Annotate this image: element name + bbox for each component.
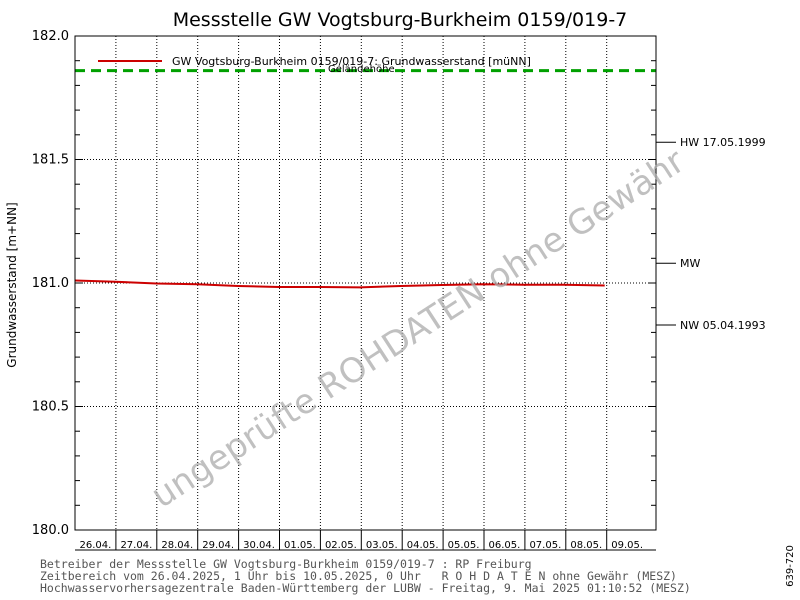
x-tick-label: 29.04. [202,540,234,551]
x-tick-label: 03.05. [366,540,398,551]
right-marker-label: HW 17.05.1999 [680,136,766,149]
x-tick-label: 06.05. [489,540,521,551]
x-tick-label: 01.05. [284,540,316,551]
right-marker-label: NW 05.04.1993 [680,319,766,332]
x-tick-label: 09.05. [611,540,643,551]
right-markers: HW 17.05.1999 MW NW 05.04.1993 [656,136,766,332]
x-tick-label: 30.04. [243,540,275,551]
plot-frame [74,35,657,531]
footer-source: Hochwasservorhersagezentrale Baden-Württ… [40,581,691,595]
y-tick-label: 180.0 [32,523,69,538]
legend: GW Vogtsburg-Burkheim 0159/019-7: Grundw… [98,55,531,68]
reference-label: Geländehöhe [328,64,395,75]
x-tick-label: 27.04. [120,540,152,551]
side-code: 639-720 [785,545,796,587]
right-marker-label: MW [680,257,700,270]
y-tick-label: 181.5 [32,153,69,168]
x-tick-label: 26.04. [80,540,112,551]
y-axis-label: Grundwasserstand [m+NN] [5,202,19,367]
x-axis-labels: 26.04. 27.04. 28.04. 29.04. 30.04. 01.05. 02.0… [75,530,656,551]
watermark: ungeprüfte ROHDATEN ohne Gewähr [144,141,692,516]
x-tick-label: 04.05. [407,540,439,551]
x-tick-label: 02.05. [325,540,357,551]
x-tick-label: 28.04. [161,540,193,551]
y-tick-label: 182.0 [32,29,69,44]
legend-label: GW Vogtsburg-Burkheim 0159/019-7: Grundw… [172,55,531,68]
footer-timerange: Zeitbereich vom 26.04.2025, 1 Uhr bis 10… [40,569,677,583]
footer-operator: Betreiber der Messstelle GW Vogtsburg-Bu… [40,557,532,571]
chart-title: Messstelle GW Vogtsburg-Burkheim 0159/01… [173,9,628,31]
series-line [74,279,605,289]
x-tick-label: 07.05. [529,540,561,551]
y-tick-label: 181.0 [32,276,69,291]
y-tick-label: 180.5 [32,400,69,415]
y-axis-labels: 182.0 181.5 181.0 180.5 180.0 [32,29,69,538]
series-lines [74,279,605,289]
x-tick-label: 05.05. [448,540,480,551]
x-tick-label: 08.05. [570,540,602,551]
